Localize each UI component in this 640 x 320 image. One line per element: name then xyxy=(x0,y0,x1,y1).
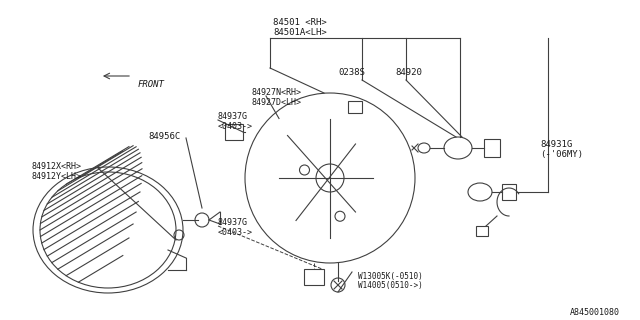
Bar xyxy=(348,101,362,113)
Bar xyxy=(476,226,488,236)
Text: FRONT: FRONT xyxy=(138,80,165,89)
Text: 84920: 84920 xyxy=(395,68,422,77)
Bar xyxy=(484,139,500,157)
Bar xyxy=(502,184,516,200)
Text: 84927N<RH>: 84927N<RH> xyxy=(252,88,302,97)
Text: 84501 <RH>: 84501 <RH> xyxy=(273,18,327,27)
Text: <0403->: <0403-> xyxy=(218,228,253,237)
Text: W14005(0510->): W14005(0510->) xyxy=(358,281,423,290)
Text: 84927D<LH>: 84927D<LH> xyxy=(252,98,302,107)
Bar xyxy=(304,269,324,285)
Text: W13005K(-0510): W13005K(-0510) xyxy=(358,272,423,281)
Text: A845001080: A845001080 xyxy=(570,308,620,317)
Bar xyxy=(225,124,243,140)
Text: <0403->: <0403-> xyxy=(218,122,253,131)
Text: 0238S: 0238S xyxy=(339,68,365,77)
Text: 84937G: 84937G xyxy=(218,112,248,121)
Text: (-'06MY): (-'06MY) xyxy=(540,150,583,159)
Text: 84931G: 84931G xyxy=(540,140,572,149)
Text: 84937G: 84937G xyxy=(218,218,248,227)
Text: 84501A<LH>: 84501A<LH> xyxy=(273,28,327,37)
Text: 84912Y<LH>: 84912Y<LH> xyxy=(32,172,82,181)
Text: 84956C: 84956C xyxy=(148,132,180,141)
Text: 84912X<RH>: 84912X<RH> xyxy=(32,162,82,171)
